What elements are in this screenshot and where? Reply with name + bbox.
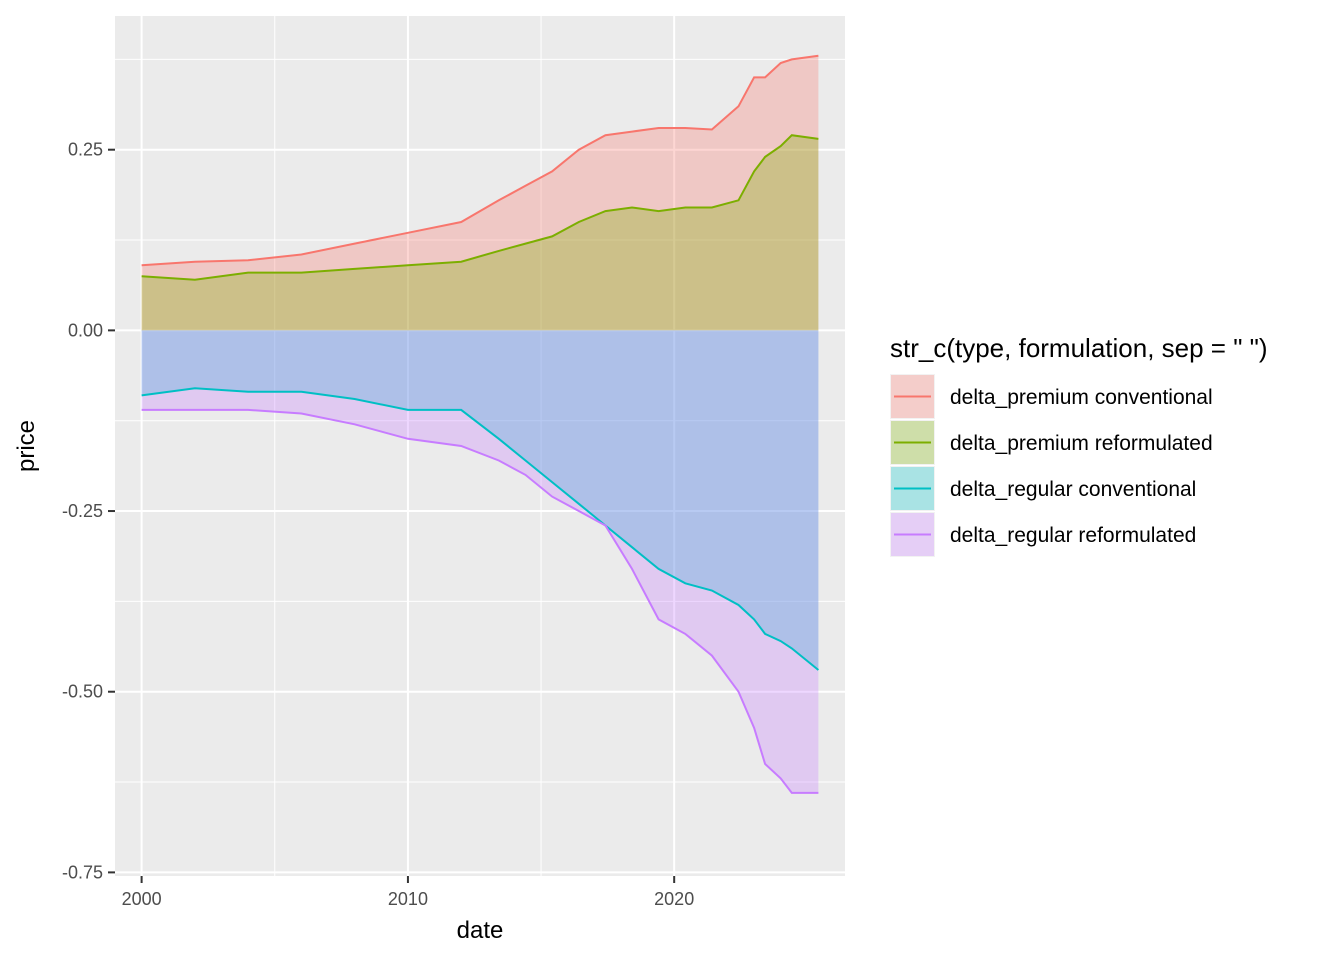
grid: [115, 16, 845, 876]
y-tick-label: -0.75: [62, 862, 103, 882]
line-delta-regular-conventional: [141, 387, 820, 671]
legend-label: delta_regular conventional: [950, 478, 1196, 501]
legend-item-delta-regular-reformulated: delta_regular reformulated: [890, 512, 1196, 557]
legend-label: delta_premium conventional: [950, 386, 1213, 409]
legend-label: delta_regular reformulated: [950, 524, 1196, 547]
y-tick-label: -0.50: [62, 682, 103, 702]
y-tick-label: -0.25: [62, 501, 103, 521]
area-delta-premium-conventional: [141, 55, 819, 331]
x-tick-label: 2020: [654, 889, 694, 909]
areas: [141, 55, 819, 793]
y-axis-title: price: [13, 420, 40, 472]
area-delta-premium-reformulated: [141, 135, 819, 331]
legend-title: str_c(type, formulation, sep = " "): [890, 333, 1268, 363]
legend: str_c(type, formulation, sep = " ") delt…: [890, 333, 1268, 557]
legend-item-delta-regular-conventional: delta_regular conventional: [890, 466, 1196, 511]
legend-label: delta_premium reformulated: [950, 432, 1213, 455]
y-tick-label: 0.25: [68, 140, 103, 160]
x-axis-title: date: [457, 917, 504, 944]
legend-item-delta-premium-conventional: delta_premium conventional: [890, 374, 1213, 419]
lines: [141, 54, 820, 794]
x-tick-label: 2010: [388, 889, 428, 909]
axes: 0.25 0.00 -0.25 -0.50 -0.75 2000 2010 2020: [62, 140, 694, 909]
area-delta-regular-reformulated: [141, 330, 819, 793]
panel-background: [115, 16, 845, 876]
y-tick-label: 0.00: [68, 320, 103, 340]
legend-item-delta-premium-reformulated: delta_premium reformulated: [890, 420, 1213, 465]
line-delta-premium-reformulated: [141, 134, 819, 281]
line-delta-regular-reformulated: [141, 408, 819, 794]
area-delta-regular-conventional: [141, 330, 819, 670]
x-tick-label: 2000: [122, 889, 162, 909]
line-delta-premium-conventional: [141, 54, 819, 267]
